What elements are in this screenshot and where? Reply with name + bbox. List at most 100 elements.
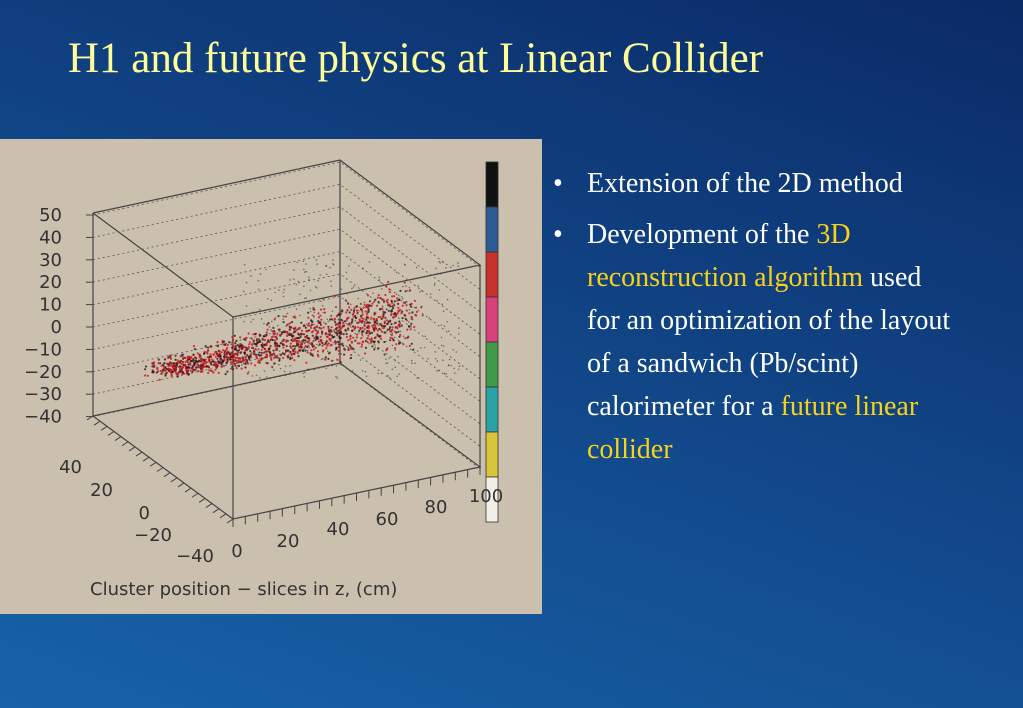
x-tick-label: 0 xyxy=(139,503,150,524)
scatter-dot xyxy=(220,362,223,365)
scatter-dot xyxy=(319,314,322,317)
scatter-dot xyxy=(342,344,345,347)
scatter-dot xyxy=(391,295,394,298)
scatter-dot xyxy=(362,317,365,320)
scatter-dot xyxy=(169,370,172,373)
scatter-dot xyxy=(296,336,299,340)
scatter-dot xyxy=(238,359,242,362)
scatter-dot xyxy=(317,312,320,315)
scatter-dot xyxy=(283,370,286,373)
scatter-dot xyxy=(181,365,184,368)
scatter-dot xyxy=(160,364,163,367)
scatter-dot xyxy=(395,343,398,346)
y-tick-label: 0 xyxy=(51,317,62,338)
scatter-dot xyxy=(298,334,301,336)
scatter-dot xyxy=(207,349,210,352)
scatter-dot xyxy=(286,340,288,343)
scatter-dot xyxy=(435,267,437,270)
scatter-dot xyxy=(276,356,279,359)
scatter-dot xyxy=(195,357,198,360)
x-minor-tick xyxy=(226,518,234,524)
scatter-dot xyxy=(308,329,311,332)
scatter-dot xyxy=(164,369,167,372)
scatter-dot xyxy=(266,376,268,378)
scatter-dot xyxy=(246,372,249,375)
scatter-dot xyxy=(329,339,332,342)
scatter-dot xyxy=(382,310,385,313)
scatter-dot xyxy=(313,368,316,370)
scatter-dot xyxy=(167,362,170,365)
scatter-dot xyxy=(246,353,249,356)
scatter-dot xyxy=(372,340,375,343)
scatter-dot xyxy=(216,357,219,360)
scatter-dot xyxy=(387,374,389,377)
scatter-dot xyxy=(347,302,350,305)
scatter-dot xyxy=(241,345,244,348)
scatter-dot xyxy=(179,361,182,364)
scatter-dot xyxy=(159,369,162,372)
scatter-dot xyxy=(324,333,327,336)
scatter-dot xyxy=(334,324,337,327)
scatter-dot xyxy=(448,330,450,332)
scatter-dot xyxy=(267,322,270,325)
scatter-dot xyxy=(250,337,253,340)
scatter-dot xyxy=(309,310,312,313)
z-tick-label: 100 xyxy=(469,486,503,507)
scatter-dot xyxy=(246,336,248,339)
scatter-dot xyxy=(226,370,229,373)
color-bar-segment xyxy=(485,431,499,478)
scatter-dot xyxy=(335,375,337,378)
scatter-dot xyxy=(290,354,293,357)
scatter-dot xyxy=(291,338,294,341)
scatter-dot xyxy=(269,345,272,348)
scatter-dot xyxy=(294,339,297,342)
scatter-dot xyxy=(270,338,273,341)
scatter-dot xyxy=(358,329,361,332)
scatter-dot xyxy=(255,339,258,342)
scatter-dot xyxy=(375,319,378,322)
scatter-dot xyxy=(401,296,403,298)
scatter-dot xyxy=(366,326,369,329)
scatter-dot xyxy=(255,343,258,346)
scatter-dot xyxy=(282,339,285,343)
scatter-dot xyxy=(329,266,332,269)
scatter-dot xyxy=(158,378,161,381)
scatter-dot xyxy=(334,348,338,351)
scatter-dot xyxy=(302,333,305,336)
scatter-dot xyxy=(282,318,285,321)
scatter-dot xyxy=(404,317,407,320)
scatter-dot xyxy=(377,372,379,375)
scatter-dot xyxy=(389,319,392,322)
scatter-dot xyxy=(343,323,345,325)
scatter-dot xyxy=(347,328,350,331)
scatter-dot xyxy=(436,370,438,372)
scatter-dot xyxy=(265,342,268,345)
figure-caption: Cluster position − slices in z, (cm) xyxy=(90,579,397,600)
scatter-dot xyxy=(361,333,364,336)
scatter-dot xyxy=(235,339,238,342)
scatter-dot xyxy=(177,365,180,368)
scatter-dot xyxy=(224,343,227,347)
scatter-dot xyxy=(208,369,211,372)
scatter-dot xyxy=(234,357,237,360)
scatter-dot xyxy=(446,298,449,301)
scatter-dot xyxy=(457,333,460,335)
scatter-dot xyxy=(369,332,372,335)
scatter-dot xyxy=(255,374,258,377)
scatter-dot xyxy=(201,363,204,366)
scatter-dot xyxy=(361,370,364,372)
scatter-dot xyxy=(270,335,274,339)
scatter-dot xyxy=(226,352,229,355)
scatter-dot xyxy=(325,265,328,267)
scatter-dot xyxy=(266,340,269,343)
scatter-dot xyxy=(390,334,393,337)
scatter-dot xyxy=(322,349,325,352)
scatter-dot xyxy=(250,343,254,346)
scatter-dot xyxy=(337,331,340,334)
scatter-dot xyxy=(361,343,364,346)
scatter-dot xyxy=(375,318,378,321)
scatter-dot xyxy=(299,344,302,346)
scatter-dot xyxy=(283,288,286,291)
scatter-dot xyxy=(309,289,312,292)
scatter-dot xyxy=(229,358,232,361)
